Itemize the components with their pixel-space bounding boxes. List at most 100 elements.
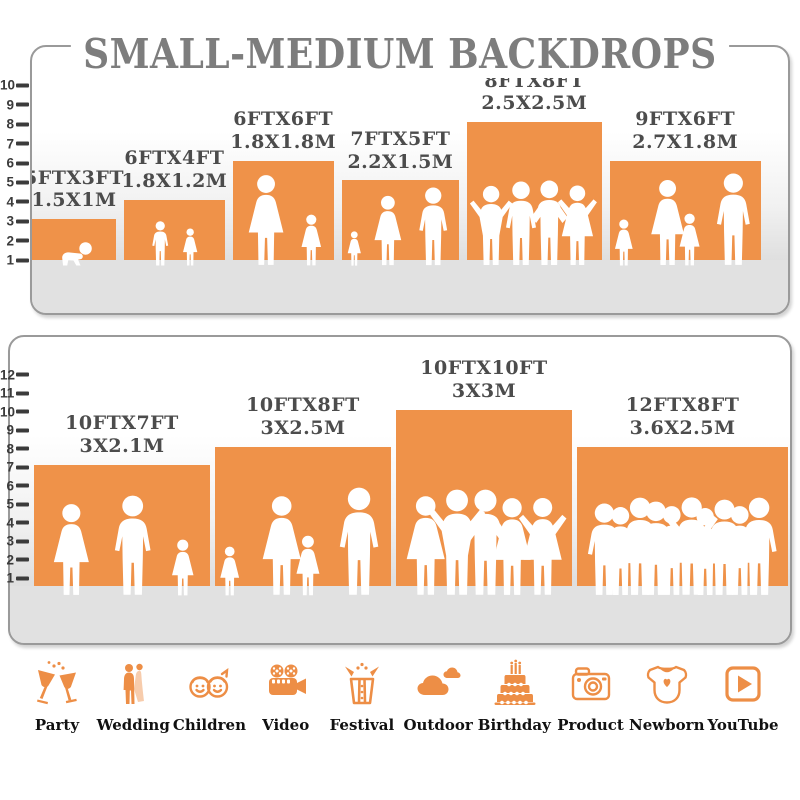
ruler-tick-6: 6: [0, 156, 29, 171]
icon-label: Birthday: [477, 716, 551, 734]
festival-icon: [344, 662, 379, 705]
ruler-tick-1: 1: [0, 571, 29, 586]
ruler-dash: [16, 102, 29, 107]
ruler-number: 1: [6, 570, 14, 586]
ruler-number: 10: [0, 404, 16, 419]
ruler-number: 6: [6, 478, 14, 493]
video-icon: [268, 664, 306, 695]
ruler-tick-8: 8: [0, 117, 29, 132]
person-silhouette-icon: [553, 183, 602, 266]
bar-size-label: 10FTX10FT 3X3M: [369, 357, 599, 403]
bar-size-label: 6FTX6FT 1.8X1.8M: [168, 108, 398, 154]
icon-label: Video: [262, 716, 310, 734]
bar-size-label: 5FTX3FT 1.5X1M: [30, 166, 189, 213]
bar-size-ft: 12FTX8FT: [625, 393, 740, 416]
icon-label: Newborn: [629, 716, 705, 734]
ruler-dash: [16, 122, 29, 127]
panel-background: 10FTX7FT 3X2.1M 10FTX8FT 3X2.5M 10FTX10FT 3X3…: [8, 335, 792, 645]
ruler-tick-1: 1: [0, 253, 29, 268]
person-silhouette-icon: [730, 497, 788, 596]
ruler-tick-9: 9: [0, 97, 29, 112]
ruler-number: 3: [6, 533, 14, 549]
bar-size-m: 1.5X1M: [31, 189, 117, 212]
ruler-tick-2: 2: [0, 552, 29, 567]
icon-label: Party: [34, 716, 80, 734]
person-silhouette-icon: [103, 495, 162, 596]
person-silhouette-icon: [290, 535, 326, 596]
bar-size-m: 1.8X1.2M: [121, 170, 228, 193]
panel-medium-backdrops: 10FTX7FT 3X2.1M 10FTX8FT 3X2.5M 10FTX10FT 3X3…: [0, 335, 792, 645]
ruler-dash: [16, 465, 29, 469]
backdrop-bar-5ftx3ft: 5FTX3FT 1.5X1M: [32, 167, 123, 260]
person-silhouette-icon: [239, 174, 293, 266]
ruler-tick-7: 7: [0, 136, 29, 151]
ruler-tick-11: 11: [0, 386, 29, 401]
person-silhouette-icon: [55, 240, 94, 266]
ruler-dash: [16, 258, 29, 262]
ruler-tick-4: 4: [0, 515, 29, 530]
ruler-number: 10: [0, 77, 16, 93]
ruler-dash: [16, 141, 29, 146]
ruler-dash: [16, 199, 29, 204]
ruler-number: 9: [6, 97, 14, 113]
ruler-dash: [16, 372, 29, 377]
ruler-number: 5: [6, 496, 14, 512]
ruler-dash: [16, 238, 29, 243]
icon-label: Children: [172, 716, 246, 734]
bar-size-m: 3X3M: [451, 379, 517, 402]
person-silhouette-icon: [706, 173, 761, 266]
ruler-tick-7: 7: [0, 460, 29, 475]
icon-item-youtube: YouTube: [707, 658, 779, 734]
backdrop-bar-6ftx6ft: 6FTX6FT 1.8X1.8M: [230, 108, 336, 260]
ground-strip: [10, 586, 790, 643]
icon-label: Festival: [329, 716, 395, 734]
ruler-tick-4: 4: [0, 194, 29, 209]
person-silhouette-icon: [410, 187, 456, 266]
backdrop-bar-10ftx7ft: 10FTX7FT 3X2.1M: [34, 412, 210, 586]
person-silhouette-icon: [44, 503, 99, 596]
ruler-dash: [16, 502, 29, 506]
icon-item-product: Product: [557, 658, 624, 734]
ruler-dash: [16, 391, 29, 395]
icon-label: YouTube: [707, 716, 779, 734]
person-silhouette-icon: [674, 213, 705, 266]
ruler-number: 4: [6, 515, 14, 530]
person-silhouette-icon: [215, 546, 244, 596]
backdrop-bar-9ftx6ft: 9FTX6FT 2.7X1.8M: [609, 108, 761, 260]
ruler-number: 12: [0, 367, 16, 382]
panel-background: 5FTX3FT 1.5X1M 6FTX4FT 1.8X1.2M 6FTX6FT 1.8X1…: [30, 45, 790, 315]
person-silhouette-icon: [166, 539, 200, 596]
ruler-tick-5: 5: [0, 497, 29, 512]
icon-label: Wedding: [96, 716, 170, 734]
bar-size-label: 12FTX8FT 3.6X2.5M: [568, 393, 790, 440]
bar-size-m: 3X2.5M: [260, 416, 346, 439]
ruler-dash: [16, 83, 29, 88]
person-silhouette-icon: [296, 214, 327, 266]
bar-size-ft: 6FTX4FT: [124, 147, 225, 170]
ruler-dash: [16, 557, 29, 562]
ruler-number: 8: [6, 116, 14, 132]
person-silhouette-icon: [344, 231, 365, 266]
bar-size-ft: 8FTX8FT: [484, 69, 585, 92]
ruler-number: 5: [6, 174, 14, 190]
bar-size-ft: 10FTX8FT: [246, 393, 360, 416]
ruler-dash: [16, 219, 29, 224]
ruler-dash: [16, 409, 29, 414]
bar-size-m: 2.2X1.5M: [347, 150, 454, 173]
bar-size-m: 3X2.1M: [79, 435, 165, 458]
ruler-dash: [16, 576, 29, 580]
bar-size-label: 6FTX4FT 1.8X1.2M: [59, 147, 289, 193]
ruler-dash: [16, 539, 29, 543]
ruler-tick-10: 10: [0, 404, 29, 419]
bar-size-ft: 10FTX10FT: [420, 356, 548, 379]
birthday-icon: [494, 659, 536, 705]
bar-size-ft: 5FTX3FT: [30, 166, 124, 189]
ruler-number: 3: [6, 213, 14, 229]
bar-size-m: 2.5X2.5M: [481, 92, 588, 115]
icon-item-festival: Festival: [329, 658, 395, 734]
ruler-tick-2: 2: [0, 233, 29, 248]
ruler-number: 7: [6, 459, 14, 475]
ruler-number: 1: [6, 252, 14, 268]
icon-item-wedding: Wedding: [97, 658, 170, 734]
